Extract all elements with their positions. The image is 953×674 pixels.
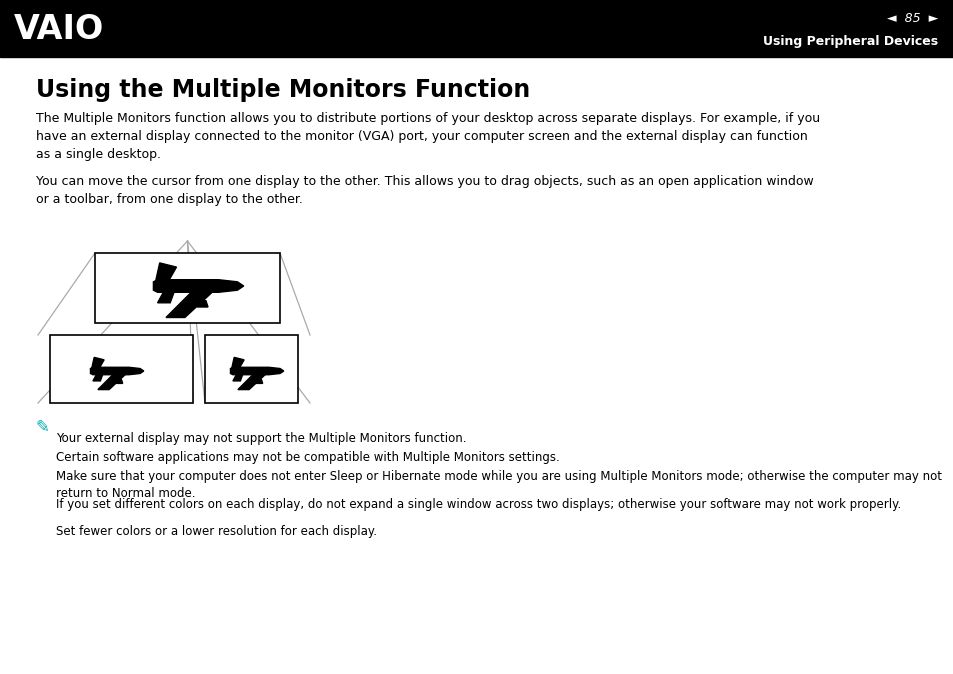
Polygon shape bbox=[91, 357, 104, 369]
Bar bbox=[205, 335, 297, 403]
Text: The Multiple Monitors function allows you to distribute portions of your desktop: The Multiple Monitors function allows yo… bbox=[36, 112, 820, 161]
Polygon shape bbox=[237, 374, 266, 390]
Text: VAIO: VAIO bbox=[14, 13, 104, 46]
Polygon shape bbox=[98, 374, 126, 390]
Text: If you set different colors on each display, do not expand a single window acros: If you set different colors on each disp… bbox=[56, 498, 901, 511]
Polygon shape bbox=[232, 357, 244, 369]
Polygon shape bbox=[233, 374, 243, 381]
Polygon shape bbox=[92, 374, 103, 381]
Polygon shape bbox=[166, 291, 213, 317]
Bar bbox=[50, 335, 193, 403]
Bar bbox=[95, 253, 280, 323]
Polygon shape bbox=[231, 367, 283, 375]
Bar bbox=[0, 0, 953, 57]
Polygon shape bbox=[157, 291, 174, 303]
Text: You can move the cursor from one display to the other. This allows you to drag o: You can move the cursor from one display… bbox=[36, 175, 813, 206]
Polygon shape bbox=[91, 367, 144, 375]
Text: Your external display may not support the Multiple Monitors function.: Your external display may not support th… bbox=[56, 432, 466, 445]
Text: Certain software applications may not be compatible with Multiple Monitors setti: Certain software applications may not be… bbox=[56, 451, 559, 464]
Polygon shape bbox=[115, 379, 123, 384]
Text: ◄  85  ►: ◄ 85 ► bbox=[886, 11, 937, 25]
Polygon shape bbox=[155, 263, 176, 282]
Text: Using Peripheral Devices: Using Peripheral Devices bbox=[762, 34, 937, 48]
Text: Using the Multiple Monitors Function: Using the Multiple Monitors Function bbox=[36, 78, 530, 102]
Text: Make sure that your computer does not enter Sleep or Hibernate mode while you ar: Make sure that your computer does not en… bbox=[56, 470, 941, 500]
Polygon shape bbox=[255, 379, 262, 384]
Polygon shape bbox=[153, 280, 243, 293]
Text: ✎: ✎ bbox=[36, 418, 50, 436]
Text: Set fewer colors or a lower resolution for each display.: Set fewer colors or a lower resolution f… bbox=[56, 525, 376, 538]
Polygon shape bbox=[195, 301, 208, 307]
